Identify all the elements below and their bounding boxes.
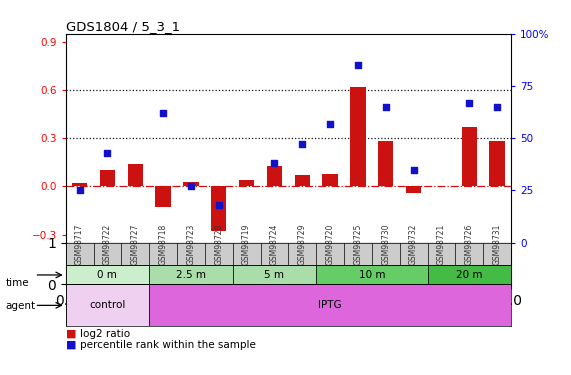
Bar — [267, 165, 282, 186]
Bar — [350, 87, 365, 186]
Text: time: time — [6, 278, 29, 288]
Bar — [461, 127, 477, 186]
Bar — [66, 285, 149, 326]
Bar — [378, 141, 393, 186]
Text: percentile rank within the sample: percentile rank within the sample — [80, 340, 256, 350]
Text: 20 m: 20 m — [456, 270, 482, 280]
Bar — [406, 186, 421, 193]
Bar — [72, 183, 87, 186]
Bar — [233, 266, 316, 285]
Bar — [489, 141, 505, 186]
Point — [409, 166, 418, 172]
Point — [270, 160, 279, 166]
Bar — [149, 285, 511, 326]
Bar — [149, 266, 233, 285]
Text: IPTG: IPTG — [318, 300, 342, 310]
Text: 10 m: 10 m — [359, 270, 385, 280]
Point — [381, 104, 391, 110]
Bar — [127, 164, 143, 186]
Point — [75, 188, 84, 194]
Text: 5 m: 5 m — [264, 270, 284, 280]
Text: 2.5 m: 2.5 m — [176, 270, 206, 280]
Text: ■: ■ — [66, 340, 76, 350]
Bar — [428, 266, 511, 285]
Text: log2 ratio: log2 ratio — [80, 329, 130, 339]
Point — [159, 110, 168, 116]
Point — [297, 141, 307, 147]
Text: ■: ■ — [66, 329, 76, 339]
Bar — [211, 186, 227, 231]
Point — [353, 62, 363, 68]
Bar — [100, 170, 115, 186]
Text: GDS1804 / 5_3_1: GDS1804 / 5_3_1 — [66, 20, 180, 33]
Point — [325, 121, 335, 127]
Point — [103, 150, 112, 156]
Text: control: control — [89, 300, 126, 310]
Bar — [155, 186, 171, 207]
Bar — [183, 182, 199, 186]
Point — [493, 104, 502, 110]
Point — [465, 100, 474, 106]
Bar — [295, 175, 310, 186]
Point — [214, 202, 223, 208]
Bar — [323, 174, 338, 186]
Text: 0 m: 0 m — [98, 270, 118, 280]
Bar — [66, 266, 149, 285]
Text: agent: agent — [6, 301, 36, 310]
Bar — [239, 180, 254, 186]
Bar — [316, 266, 428, 285]
Point — [186, 183, 195, 189]
